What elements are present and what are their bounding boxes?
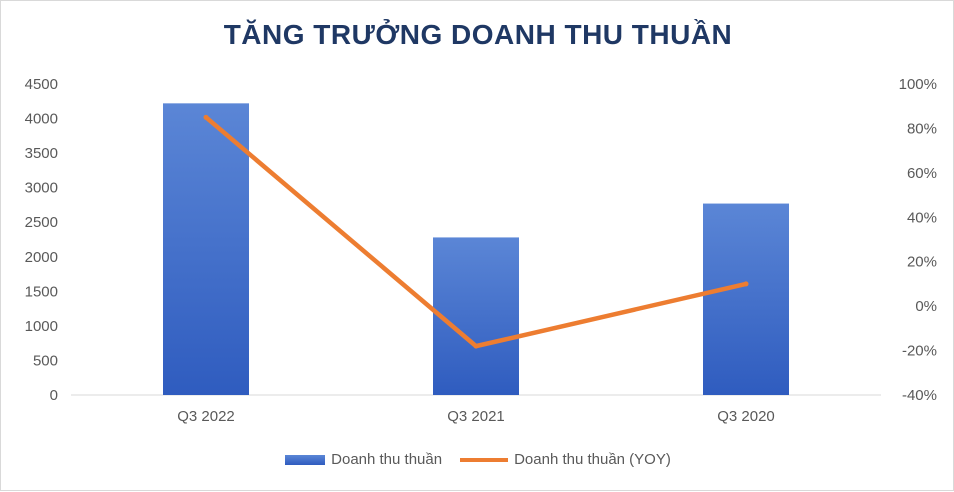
legend-item-bar: Doanh thu thuần bbox=[285, 451, 442, 468]
y-left-tick-label: 3000 bbox=[25, 180, 58, 197]
y-left-tick-label: 1000 bbox=[25, 318, 58, 335]
y-left-tick-label: 3500 bbox=[25, 145, 58, 162]
chart-title: TĂNG TRƯỞNG DOANH THU THUẦN bbox=[223, 19, 733, 50]
legend-item-line: Doanh thu thuần (YOY) bbox=[460, 451, 671, 468]
bar bbox=[163, 103, 249, 396]
y-right-tick-label: -40% bbox=[902, 387, 937, 404]
y-right-tick-label: 0% bbox=[915, 298, 937, 315]
yoy-point bbox=[203, 114, 209, 120]
legend-swatch-line bbox=[460, 457, 509, 462]
y-left-tick-label: 0 bbox=[50, 387, 58, 404]
y-left-tick-label: 4500 bbox=[25, 76, 58, 93]
y-left-tick-label: 2500 bbox=[25, 214, 58, 231]
legend-label-line: Doanh thu thuần (YOY) bbox=[514, 451, 671, 468]
y-right-tick-label: 80% bbox=[907, 120, 937, 137]
y-left-tick-label: 500 bbox=[33, 352, 58, 369]
legend-swatch-bar bbox=[285, 454, 326, 465]
yoy-point bbox=[473, 343, 479, 349]
y-right-tick-label: 40% bbox=[907, 209, 937, 226]
y-left-tick-label: 1500 bbox=[25, 283, 58, 300]
legend: Doanh thu thuần Doanh thu thuần (YOY) bbox=[1, 451, 954, 468]
legend-label-bar: Doanh thu thuần bbox=[331, 451, 443, 468]
y-right-tick-label: 20% bbox=[907, 254, 937, 271]
x-tick-label: Q3 2022 bbox=[177, 408, 235, 425]
bar bbox=[433, 237, 519, 395]
bar bbox=[703, 203, 789, 395]
y-right-tick-label: 60% bbox=[907, 165, 937, 182]
x-tick-label: Q3 2021 bbox=[447, 408, 505, 425]
y-right-tick-label: -20% bbox=[902, 343, 937, 360]
x-tick-label: Q3 2020 bbox=[717, 408, 775, 425]
y-left-tick-label: 4000 bbox=[25, 111, 58, 128]
y-right-tick-label: 100% bbox=[899, 76, 937, 93]
y-left-tick-label: 2000 bbox=[25, 249, 58, 266]
yoy-point bbox=[743, 281, 749, 287]
